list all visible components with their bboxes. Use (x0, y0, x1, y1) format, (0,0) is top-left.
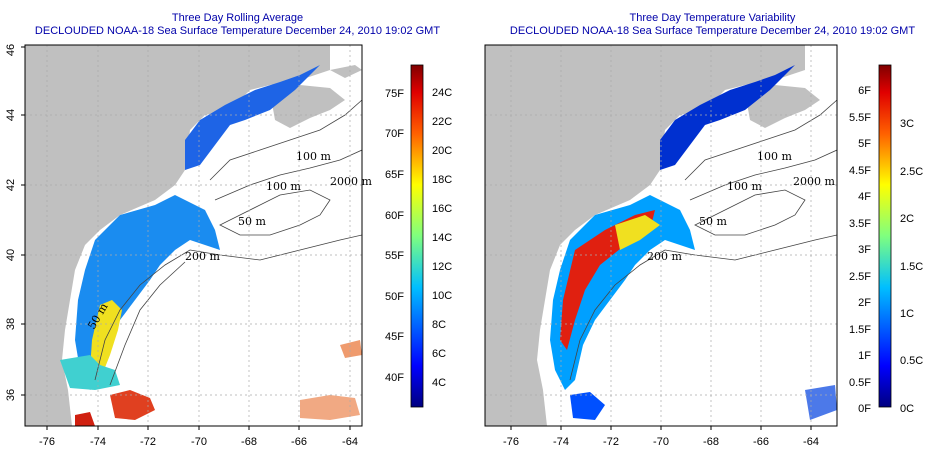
colorbar-c-label: 20C (432, 145, 452, 157)
x-axis: -76 -74 -72 -70 -68 -66 -64 (39, 426, 358, 448)
x-tick-label: -64 (803, 436, 819, 448)
contour-label: 50 m (238, 215, 266, 228)
colorbar-f-label: 4F (858, 191, 871, 203)
colorbar-f-label: 6F (858, 85, 871, 97)
x-tick-label: -64 (342, 436, 358, 448)
x-tick-label: -70 (191, 436, 207, 448)
colorbar-f-label: 5F (858, 138, 871, 150)
colorbar-c-label: 18C (432, 174, 452, 186)
x-tick-label: -72 (140, 436, 156, 448)
x-tick-label: -74 (553, 436, 569, 448)
colorbar-c-label: 1.5C (900, 261, 923, 273)
y-tick-label: 46 (5, 44, 17, 56)
colorbar-f-label: 0F (858, 403, 871, 415)
x-tick-label: -66 (291, 436, 307, 448)
y-tick-label: 44 (5, 109, 17, 121)
x-tick-label: -68 (241, 436, 257, 448)
colorbar (878, 64, 892, 408)
y-axis: 36 38 40 42 44 46 (5, 44, 25, 401)
map-frame (24, 44, 363, 427)
colorbar-f-label: 65F (385, 169, 404, 181)
colorbar-c-label: 2C (900, 213, 914, 225)
colorbar-f-label: 1F (858, 350, 871, 362)
colorbar-c-label: 22C (432, 116, 452, 128)
y-tick-label: 40 (5, 249, 17, 261)
colorbar-f-label: 2.5F (849, 271, 871, 283)
colorbar-c-label: 0.5C (900, 355, 923, 367)
contour-label: 200 m (647, 250, 682, 263)
colorbar-c-label: 10C (432, 290, 452, 302)
y-tick-label: 42 (5, 179, 17, 191)
colorbar (410, 64, 424, 408)
panel-subtitle: DECLOUDED NOAA-18 Sea Surface Temperatur… (34, 25, 441, 37)
colorbar-f-label: 50F (385, 291, 404, 303)
colorbar-c-label: 1C (900, 308, 914, 320)
contour-label: 100 m (727, 180, 762, 193)
contour-label: 100 m (266, 180, 301, 193)
colorbar-f-label: 55F (385, 250, 404, 262)
colorbar-f-label: 45F (385, 331, 404, 343)
panel-subtitle: DECLOUDED NOAA-18 Sea Surface Temperatur… (509, 25, 916, 37)
x-tick-label: -76 (39, 436, 55, 448)
contour-label: 2000 m (793, 175, 835, 188)
colorbar-f-label: 3F (858, 244, 871, 256)
colorbar-c-label: 24C (432, 87, 452, 99)
nova-scotia (745, 85, 820, 128)
y-tick-label: 36 (5, 389, 17, 401)
nova-scotia (270, 85, 345, 128)
colorbar-f-label: 40F (385, 372, 404, 384)
colorbar-c-label: 14C (432, 232, 452, 244)
x-tick-label: -66 (753, 436, 769, 448)
graticule (25, 45, 362, 426)
panel-title: Three Day Temperature Variability (629, 12, 796, 24)
colorbar-f-labels: 75F 70F 65F 60F 55F 50F 45F 40F (385, 88, 404, 384)
colorbar-f-label: 1.5F (849, 324, 871, 336)
x-axis: -76 -74 -72 -70 -68 -66 -64 (503, 426, 819, 448)
colorbar-f-labels: 6F 5.5F 5F 4.5F 4F 3.5F 3F 2.5F 2F 1.5F … (849, 85, 871, 415)
colorbar-f-label: 5.5F (849, 112, 871, 124)
colorbar-c-label: 0C (900, 403, 914, 415)
map-svg: 100 m 2000 m 100 m 50 m 200 m 50 m -76 -… (5, 44, 452, 448)
x-tick-label: -68 (703, 436, 719, 448)
island (330, 65, 362, 78)
colorbar-c-label: 2.5C (900, 166, 923, 178)
colorbar-c-label: 16C (432, 203, 452, 215)
land-mass (485, 45, 805, 426)
colorbar-c-labels: 24C 22C 20C 18C 16C 14C 12C 10C 8C 6C 4C (432, 87, 452, 389)
graticule (485, 45, 837, 426)
colorbar-f-label: 60F (385, 210, 404, 222)
x-tick-label: -72 (603, 436, 619, 448)
contour-label: 100 m (296, 150, 331, 163)
sst-average-panel: Three Day Rolling Average DECLOUDED NOAA… (5, 12, 452, 448)
colorbar-f-label: 4.5F (849, 165, 871, 177)
x-tick-label: -76 (503, 436, 519, 448)
y-tick-label: 38 (5, 318, 17, 330)
colorbar-f-label: 2F (858, 297, 871, 309)
panel-title: Three Day Rolling Average (171, 12, 304, 24)
colorbar-c-label: 6C (432, 348, 446, 360)
colorbar-f-label: 75F (385, 88, 404, 100)
contour-label: 100 m (757, 150, 792, 163)
colorbar-f-label: 70F (385, 128, 404, 140)
colorbar-f-label: 0.5F (849, 377, 871, 389)
contour-label: 2000 m (330, 175, 372, 188)
colorbar-c-label: 8C (432, 319, 446, 331)
x-tick-label: -74 (90, 436, 106, 448)
contour-label: 50 m (699, 215, 727, 228)
colorbar-f-label: 3.5F (849, 218, 871, 230)
colorbar-c-label: 3C (900, 118, 914, 130)
colorbar-c-labels: 3C 2.5C 2C 1.5C 1C 0.5C 0C (900, 118, 923, 415)
land-mass (25, 45, 330, 426)
colorbar-c-label: 4C (432, 377, 446, 389)
colorbar-c-label: 12C (432, 261, 452, 273)
contour-label: 200 m (185, 250, 220, 263)
sst-variability-panel: Three Day Temperature Variability DECLOU… (475, 0, 950, 475)
x-tick-label: -70 (653, 436, 669, 448)
map-svg: 100 m 2000 m 100 m 50 m 200 m -76 -74 -7… (484, 44, 923, 448)
